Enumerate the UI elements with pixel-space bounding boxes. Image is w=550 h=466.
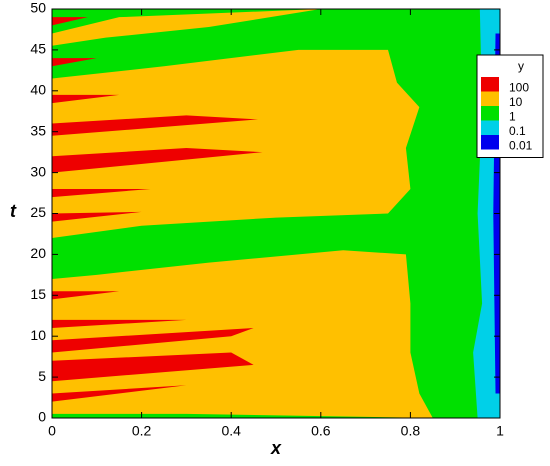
y-tick-label: 35: [30, 122, 46, 138]
contour-region: [52, 291, 120, 300]
y-tick-label: 5: [38, 368, 46, 384]
y-tick-label: 0: [38, 409, 46, 425]
contour-region: [52, 352, 254, 382]
contour-region: [52, 94, 120, 104]
x-tick-label: 0.4: [221, 423, 241, 439]
legend-label: 10: [509, 95, 523, 109]
y-tick-label: 50: [30, 0, 46, 16]
legend-title: y: [518, 59, 524, 73]
legend-swatch: [481, 106, 499, 121]
y-tick-label: 15: [30, 286, 46, 302]
x-tick-label: 0.2: [132, 423, 152, 439]
x-axis-label: x: [270, 438, 282, 458]
legend-swatch: [481, 135, 499, 150]
y-tick-label: 40: [30, 82, 46, 98]
contour-region: [52, 319, 187, 329]
x-tick-label: 0.6: [311, 423, 331, 439]
legend-swatch: [481, 91, 499, 106]
y-tick-label: 10: [30, 327, 46, 343]
contour-region: [52, 49, 420, 239]
y-tick-label: 25: [30, 204, 46, 220]
y-axis-label: t: [10, 201, 17, 221]
contour-region: [52, 148, 263, 173]
contour-region: [52, 211, 142, 222]
x-tick-label: 0.8: [401, 423, 421, 439]
y-tick-label: 20: [30, 245, 46, 261]
legend-label: 0.01: [509, 138, 533, 152]
contour-region: [52, 328, 254, 353]
legend-label: 1: [509, 109, 516, 123]
contour-region: [52, 17, 88, 26]
contour-region: [52, 9, 321, 46]
legend-swatch: [481, 120, 499, 135]
legend-label: 0.1: [509, 124, 526, 138]
legend-label: 100: [509, 80, 529, 94]
y-tick-label: 45: [30, 41, 46, 57]
y-tick-label: 30: [30, 163, 46, 179]
contour-region: [52, 188, 151, 198]
contour-region: [52, 115, 259, 136]
contour-region: [52, 385, 187, 402]
x-tick-label: 1: [496, 423, 504, 439]
legend-swatch: [481, 77, 499, 92]
contour-region: [52, 58, 97, 67]
x-tick-label: 0: [48, 423, 56, 439]
contour-region: [52, 250, 433, 418]
